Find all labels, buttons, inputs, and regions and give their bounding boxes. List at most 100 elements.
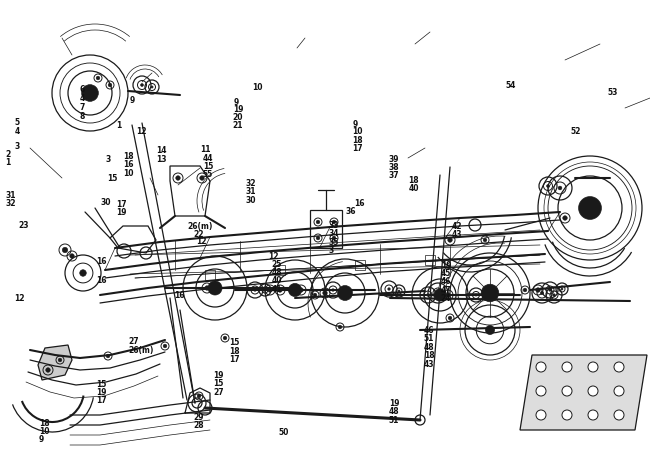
Circle shape <box>562 386 572 396</box>
Text: 25: 25 <box>272 260 282 269</box>
Text: 18: 18 <box>424 351 434 360</box>
Bar <box>425 255 435 265</box>
Text: 15: 15 <box>96 380 107 389</box>
Text: 10: 10 <box>352 127 363 137</box>
Text: 17: 17 <box>352 144 363 154</box>
Text: 39: 39 <box>389 154 399 164</box>
Text: 40: 40 <box>272 276 282 285</box>
Circle shape <box>614 362 624 372</box>
Text: 19: 19 <box>233 105 243 115</box>
Circle shape <box>197 394 201 398</box>
Text: 55: 55 <box>203 169 213 179</box>
Text: 12: 12 <box>136 127 147 137</box>
Text: 2: 2 <box>5 150 10 159</box>
Circle shape <box>82 85 98 102</box>
Text: 5: 5 <box>14 118 20 127</box>
Text: 46: 46 <box>441 277 451 286</box>
Text: 17: 17 <box>96 395 107 405</box>
Text: 41: 41 <box>272 285 282 294</box>
Text: 1: 1 <box>5 158 10 168</box>
Text: 23: 23 <box>18 221 29 230</box>
Text: 44: 44 <box>203 154 213 163</box>
Circle shape <box>208 281 222 295</box>
Text: 20: 20 <box>233 113 243 123</box>
Text: 37: 37 <box>389 171 399 180</box>
Circle shape <box>562 410 572 420</box>
Text: 16: 16 <box>96 256 107 266</box>
Circle shape <box>398 290 400 292</box>
Text: 43: 43 <box>424 359 434 369</box>
Text: 12: 12 <box>196 236 207 246</box>
Text: 17: 17 <box>229 355 239 364</box>
Text: 26(m): 26(m) <box>187 222 213 232</box>
Text: 53: 53 <box>608 88 618 97</box>
Text: 10: 10 <box>39 427 49 436</box>
Circle shape <box>562 362 572 372</box>
Circle shape <box>108 83 112 87</box>
Circle shape <box>140 84 144 87</box>
Circle shape <box>483 238 487 242</box>
Circle shape <box>323 291 327 295</box>
Text: 42: 42 <box>452 222 462 232</box>
Text: 48: 48 <box>424 343 434 352</box>
Text: 30: 30 <box>246 196 256 205</box>
Text: 48: 48 <box>389 407 399 417</box>
Circle shape <box>578 197 601 219</box>
Text: 30: 30 <box>101 197 111 207</box>
Circle shape <box>316 236 320 240</box>
Text: 17: 17 <box>116 200 126 210</box>
Circle shape <box>254 289 256 291</box>
Text: 32: 32 <box>246 179 256 188</box>
Text: 16: 16 <box>124 160 134 169</box>
Text: 51: 51 <box>389 416 399 425</box>
Circle shape <box>446 293 450 297</box>
Text: 31: 31 <box>5 190 16 200</box>
Text: 18: 18 <box>39 418 49 428</box>
Circle shape <box>337 285 352 300</box>
Circle shape <box>264 289 266 291</box>
Circle shape <box>299 288 304 292</box>
Text: 31: 31 <box>246 187 256 197</box>
Text: 12: 12 <box>268 252 278 261</box>
Circle shape <box>448 316 452 320</box>
Text: 16: 16 <box>354 199 365 208</box>
Circle shape <box>205 286 209 290</box>
Text: 48: 48 <box>272 268 282 277</box>
Circle shape <box>547 185 549 187</box>
Circle shape <box>332 220 336 224</box>
Text: 13: 13 <box>156 154 166 164</box>
Text: 16: 16 <box>174 291 185 300</box>
Circle shape <box>200 176 204 180</box>
Text: 8: 8 <box>79 111 84 121</box>
Text: 33: 33 <box>328 221 339 230</box>
Text: 15: 15 <box>229 338 239 347</box>
Text: 18: 18 <box>408 176 419 185</box>
Circle shape <box>552 294 555 296</box>
Circle shape <box>332 236 336 240</box>
Text: 15: 15 <box>213 379 224 388</box>
Text: 50: 50 <box>278 428 289 438</box>
Text: 34: 34 <box>328 229 339 239</box>
Circle shape <box>614 386 624 396</box>
Circle shape <box>62 247 68 253</box>
Circle shape <box>536 386 546 396</box>
Circle shape <box>427 294 429 296</box>
Text: 21: 21 <box>233 121 243 130</box>
Text: 46: 46 <box>424 326 434 335</box>
Text: 51: 51 <box>424 334 434 344</box>
Circle shape <box>434 289 446 301</box>
Text: 18: 18 <box>352 136 363 145</box>
Circle shape <box>523 288 526 292</box>
Circle shape <box>388 288 390 290</box>
Text: 16: 16 <box>96 276 107 285</box>
Text: 45: 45 <box>441 269 451 278</box>
Circle shape <box>614 410 624 420</box>
Bar <box>205 270 215 280</box>
Circle shape <box>106 354 110 358</box>
Polygon shape <box>520 355 647 430</box>
Text: 26(m): 26(m) <box>129 345 154 355</box>
Circle shape <box>561 288 563 290</box>
Polygon shape <box>38 345 72 380</box>
Text: 9: 9 <box>39 435 44 445</box>
Text: 27: 27 <box>129 337 139 346</box>
